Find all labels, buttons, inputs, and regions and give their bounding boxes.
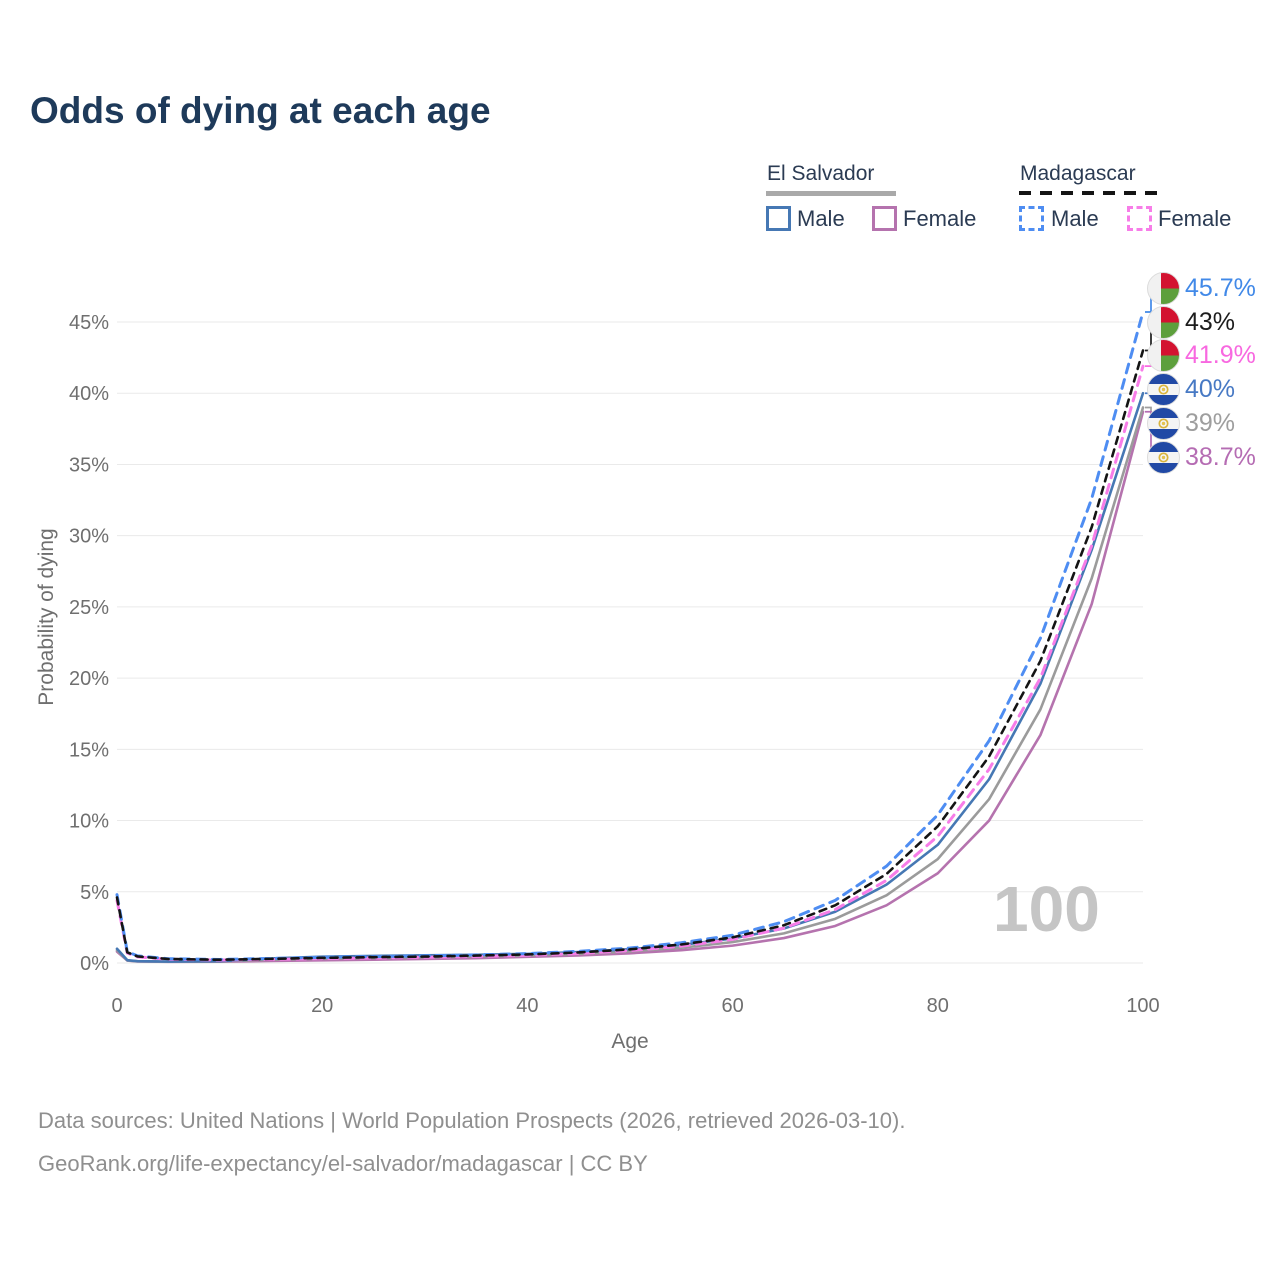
x-tick-label: 20 <box>311 995 333 1017</box>
legend-swatch-madagascar-male[interactable] <box>1019 206 1044 231</box>
x-tick-label: 80 <box>927 995 949 1017</box>
legend-group-el-salvador: El Salvador <box>767 162 875 185</box>
end-label-value: 41.9% <box>1185 340 1256 369</box>
madagascar-flag-icon <box>1147 305 1180 339</box>
end-label-row-1: 43% <box>1147 305 1235 339</box>
x-tick-label: 40 <box>516 995 538 1017</box>
y-tick-label: 35% <box>69 454 109 476</box>
el-salvador-flag-icon <box>1147 372 1180 406</box>
end-label-row-3: 40% <box>1147 372 1235 406</box>
x-tick-label: 60 <box>721 995 743 1017</box>
legend-swatch-madagascar-female[interactable] <box>1127 206 1152 231</box>
legend-label-el-salvador-female[interactable]: Female <box>903 206 977 231</box>
madagascar-flag-icon <box>1147 271 1180 305</box>
end-label-value: 38.7% <box>1185 442 1256 471</box>
end-label-row-4: 39% <box>1147 406 1235 440</box>
series-line-sv_total[interactable] <box>115 406 1145 964</box>
legend-swatch-el-salvador-male[interactable] <box>766 206 791 231</box>
hover-age-watermark: 100 <box>993 873 1100 945</box>
el-salvador-line-sample <box>766 191 896 196</box>
legend-label-madagascar-female[interactable]: Female <box>1158 206 1232 231</box>
x-tick-label: 100 <box>1126 995 1159 1017</box>
series-line-mg_female[interactable] <box>115 364 1145 962</box>
legend-label-madagascar-male[interactable]: Male <box>1051 206 1099 231</box>
end-label-value: 45.7% <box>1185 273 1256 302</box>
madagascar-flag-icon <box>1147 338 1180 372</box>
data-sources-line: Data sources: United Nations | World Pop… <box>38 1108 906 1133</box>
end-label-row-2: 41.9% <box>1147 338 1256 372</box>
el-salvador-flag-icon <box>1147 440 1180 474</box>
series-line-mg_male[interactable] <box>115 310 1145 961</box>
y-tick-label: 20% <box>69 668 109 690</box>
madagascar-line-sample <box>1019 191 1160 195</box>
legend-label-el-salvador-male[interactable]: Male <box>797 206 845 231</box>
end-label-value: 43% <box>1185 307 1236 336</box>
end-label-value: 39% <box>1185 408 1236 437</box>
legend-swatch-el-salvador-female[interactable] <box>872 206 897 231</box>
y-tick-label: 30% <box>69 526 109 548</box>
attribution-line: GeoRank.org/life-expectancy/el-salvador/… <box>38 1151 648 1176</box>
y-tick-label: 15% <box>69 739 109 761</box>
page-title: Odds of dying at each age <box>30 90 491 131</box>
series-line-sv_male[interactable] <box>115 391 1145 963</box>
y-tick-label: 5% <box>80 882 109 904</box>
legend-group-madagascar: Madagascar <box>1020 162 1136 185</box>
el-salvador-flag-icon <box>1147 406 1180 440</box>
end-label-value: 40% <box>1185 374 1236 403</box>
y-tick-label: 45% <box>69 312 109 334</box>
y-tick-label: 10% <box>69 811 109 833</box>
x-tick-label: 0 <box>111 995 122 1017</box>
y-tick-label: 25% <box>69 597 109 619</box>
y-tick-label: 0% <box>80 953 109 975</box>
series-line-sv_female[interactable] <box>115 410 1145 964</box>
series-line-mg_total[interactable] <box>115 349 1145 962</box>
end-label-row-0: 45.7% <box>1147 271 1256 305</box>
y-tick-label: 40% <box>69 383 109 405</box>
x-axis-title: Age <box>611 1030 648 1053</box>
end-label-row-5: 38.7% <box>1147 440 1256 474</box>
